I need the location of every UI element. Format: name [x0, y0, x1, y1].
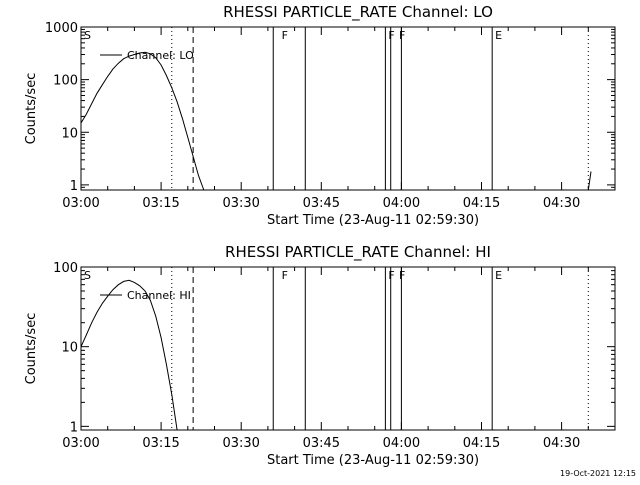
event-marker-label: F — [282, 269, 288, 282]
event-marker-label: F — [282, 29, 288, 42]
x-tick-label: 03:30 — [222, 196, 259, 211]
event-marker-label: F — [399, 269, 405, 282]
y-axis-label: Counts/sec — [24, 73, 39, 145]
x-tick-label: 04:30 — [543, 436, 580, 451]
panel-channel-lo: RHESSI PARTICLE_RATE Channel: LO 03:00 03:… — [24, 3, 616, 228]
x-tick-label: 04:15 — [463, 436, 500, 451]
event-marker-label: F — [388, 29, 394, 42]
panel-channel-hi: RHESSI PARTICLE_RATE Channel: HI 03:00 03:… — [24, 243, 616, 468]
chart-title: RHESSI PARTICLE_RATE Channel: HI — [225, 243, 491, 262]
event-marker-label: S — [84, 29, 91, 42]
x-tick-label: 03:15 — [142, 196, 179, 211]
series-line-secondary — [587, 171, 592, 191]
x-tick-label: 04:00 — [383, 196, 420, 211]
y-tick-label: 100 — [53, 261, 78, 276]
series-line-primary — [80, 279, 178, 431]
x-tick-label: 03:45 — [303, 436, 340, 451]
y-tick-label: 1000 — [45, 21, 78, 36]
event-marker-label: S — [84, 269, 91, 282]
x-axis-label: Start Time (23-Aug-11 02:59:30) — [267, 213, 479, 228]
series-line-primary — [80, 51, 205, 191]
x-axis-label: Start Time (23-Aug-11 02:59:30) — [267, 453, 479, 468]
y-tick-label: 100 — [53, 74, 78, 89]
x-tick-label: 04:00 — [383, 436, 420, 451]
legend-entry: Channel: LO — [127, 49, 194, 62]
event-marker-label: E — [495, 269, 502, 282]
x-tick-label: 04:15 — [463, 196, 500, 211]
event-marker-label: F — [388, 269, 394, 282]
x-tick-label: 04:30 — [543, 196, 580, 211]
x-tick-label: 03:00 — [62, 436, 99, 451]
y-tick-label: 10 — [61, 341, 78, 356]
y-axis-label: Counts/sec — [24, 313, 39, 385]
event-marker-label: E — [495, 29, 502, 42]
x-tick-label: 03:15 — [142, 436, 179, 451]
x-tick-label: 03:45 — [303, 196, 340, 211]
timestamp-label: 19-Oct-2021 12:15 — [560, 469, 636, 478]
x-tick-label: 03:30 — [222, 436, 259, 451]
event-marker-label: F — [399, 29, 405, 42]
legend-entry: Channel: HI — [127, 289, 191, 302]
y-tick-label: 1 — [70, 179, 78, 194]
chart-title: RHESSI PARTICLE_RATE Channel: LO — [223, 3, 493, 22]
y-tick-label: 1 — [70, 420, 78, 435]
x-tick-label: 03:00 — [62, 196, 99, 211]
y-tick-label: 10 — [61, 126, 78, 141]
